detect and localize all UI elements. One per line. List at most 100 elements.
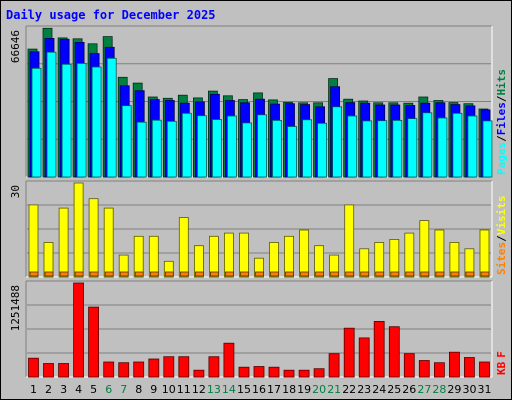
bar-visits-day-9 bbox=[148, 235, 159, 278]
bar-visits-day-2 bbox=[43, 242, 54, 278]
bar-pages-day-9 bbox=[151, 119, 162, 178]
bar-pages-day-28 bbox=[437, 117, 448, 178]
bar-visits-day-3 bbox=[58, 207, 69, 278]
x-label-day-19: 19 bbox=[297, 383, 311, 396]
bar-pages-day-4 bbox=[76, 63, 87, 178]
bar-sites-day-5 bbox=[89, 271, 99, 277]
legend-entry: / bbox=[495, 95, 508, 102]
bar-pages-day-26 bbox=[407, 118, 418, 178]
bar-kbytes-day-6 bbox=[103, 361, 115, 378]
x-label-day-16: 16 bbox=[252, 383, 266, 396]
bar-pages-day-12 bbox=[196, 115, 207, 178]
legend-entry: Hits bbox=[495, 69, 508, 96]
bar-sites-day-6 bbox=[104, 271, 114, 277]
bar-sites-day-27 bbox=[420, 271, 430, 277]
bar-visits-day-13 bbox=[208, 235, 219, 278]
bar-sites-day-16 bbox=[255, 271, 264, 277]
bar-pages-day-3 bbox=[61, 63, 72, 178]
x-label-day-22: 22 bbox=[342, 383, 356, 396]
bar-kbytes-day-8 bbox=[133, 361, 145, 378]
bar-visits-day-27 bbox=[419, 220, 430, 278]
bar-kbytes-day-31 bbox=[479, 361, 490, 378]
bar-visits-day-25 bbox=[389, 238, 400, 278]
bar-sites-day-17 bbox=[270, 271, 279, 277]
bar-visits-day-23 bbox=[359, 248, 370, 278]
bar-pages-day-16 bbox=[257, 114, 267, 178]
bar-sites-day-3 bbox=[59, 271, 69, 277]
bar-sites-day-24 bbox=[375, 271, 385, 277]
bar-kbytes-day-19 bbox=[298, 369, 310, 378]
bar-visits-day-7 bbox=[118, 254, 129, 278]
bar-kbytes-day-21 bbox=[328, 353, 340, 378]
x-label-day-8: 8 bbox=[135, 383, 142, 396]
panel-requests-ymax-label: 66646 bbox=[9, 30, 22, 63]
bar-sites-day-26 bbox=[405, 271, 415, 277]
bar-kbytes-day-11 bbox=[178, 356, 190, 378]
bar-visits-day-16 bbox=[254, 257, 264, 278]
bar-pages-day-24 bbox=[377, 120, 388, 178]
x-label-day-10: 10 bbox=[162, 383, 176, 396]
bar-visits-day-19 bbox=[299, 229, 310, 278]
bar-sites-day-10 bbox=[164, 271, 174, 277]
bar-kbytes-day-2 bbox=[43, 363, 54, 378]
bar-sites-day-7 bbox=[119, 271, 129, 277]
bar-kbytes-day-18 bbox=[283, 369, 295, 378]
bar-pages-day-7 bbox=[121, 105, 132, 178]
legend-entry: Sites bbox=[495, 242, 508, 275]
legend-entry: Visits bbox=[495, 196, 508, 236]
panel-visits: 30 Sites/Visits bbox=[9, 180, 508, 278]
bar-kbytes-day-5 bbox=[88, 306, 99, 378]
bar-sites-day-30 bbox=[465, 271, 475, 277]
legend-entry: Files bbox=[495, 102, 508, 135]
bar-sites-day-29 bbox=[450, 271, 460, 277]
bar-kbytes-day-26 bbox=[403, 353, 415, 378]
bar-sites-day-4 bbox=[74, 271, 84, 277]
bar-pages-day-6 bbox=[106, 57, 117, 178]
x-label-day-27: 27 bbox=[417, 383, 431, 396]
bar-visits-day-5 bbox=[88, 198, 99, 278]
x-label-day-28: 28 bbox=[432, 383, 446, 396]
legend-entry: / bbox=[495, 135, 508, 142]
chart-title: Daily usage for December 2025 bbox=[6, 8, 216, 22]
bar-visits-day-18 bbox=[284, 235, 294, 278]
x-label-day-14: 14 bbox=[222, 383, 236, 396]
bar-sites-day-19 bbox=[300, 271, 310, 277]
bar-kbytes-day-16 bbox=[253, 366, 265, 378]
bar-sites-day-15 bbox=[240, 271, 249, 277]
bar-kbytes-day-30 bbox=[463, 357, 475, 378]
bar-visits-day-22 bbox=[344, 204, 355, 278]
legend-entry: F bbox=[495, 351, 508, 358]
x-label-day-26: 26 bbox=[402, 383, 416, 396]
bar-sites-day-2 bbox=[44, 271, 54, 277]
legend-entry: Pages bbox=[495, 142, 508, 175]
bar-pages-day-2 bbox=[46, 51, 57, 178]
bar-visits-day-30 bbox=[464, 248, 475, 278]
bar-sites-day-12 bbox=[194, 271, 204, 277]
legend-entry: / bbox=[495, 235, 508, 242]
bar-sites-day-31 bbox=[480, 271, 490, 277]
bar-kbytes-day-27 bbox=[418, 360, 430, 378]
bar-kbytes-day-14 bbox=[223, 342, 235, 378]
bar-kbytes-day-15 bbox=[238, 366, 250, 378]
bar-visits-day-17 bbox=[269, 242, 279, 278]
bar-kbytes-day-24 bbox=[373, 320, 385, 378]
bar-pages-day-29 bbox=[452, 112, 463, 178]
bar-kbytes-day-28 bbox=[433, 362, 445, 378]
x-label-day-15: 15 bbox=[237, 383, 251, 396]
bar-pages-day-22 bbox=[347, 115, 358, 178]
bar-kbytes-day-9 bbox=[148, 358, 160, 378]
bar-visits-day-24 bbox=[374, 242, 385, 278]
bar-sites-day-23 bbox=[360, 271, 370, 277]
legend-entry: KB bbox=[495, 361, 508, 375]
bar-visits-day-1 bbox=[28, 204, 39, 278]
x-label-day-5: 5 bbox=[90, 383, 97, 396]
x-label-day-31: 31 bbox=[478, 383, 492, 396]
x-label-day-20: 20 bbox=[312, 383, 326, 396]
bar-sites-day-1 bbox=[29, 271, 39, 277]
bar-sites-day-28 bbox=[435, 271, 445, 277]
x-axis-labels: 1 2 3 4 5 6 7 8 9 10 11 12 13 14 15 16 17 18 19 20 21 22 23 24 2… bbox=[30, 383, 492, 396]
x-label-day-4: 4 bbox=[75, 383, 82, 396]
bar-visits-day-28 bbox=[434, 229, 445, 278]
x-label-day-17: 17 bbox=[267, 383, 281, 396]
bar-pages-day-27 bbox=[422, 112, 433, 178]
